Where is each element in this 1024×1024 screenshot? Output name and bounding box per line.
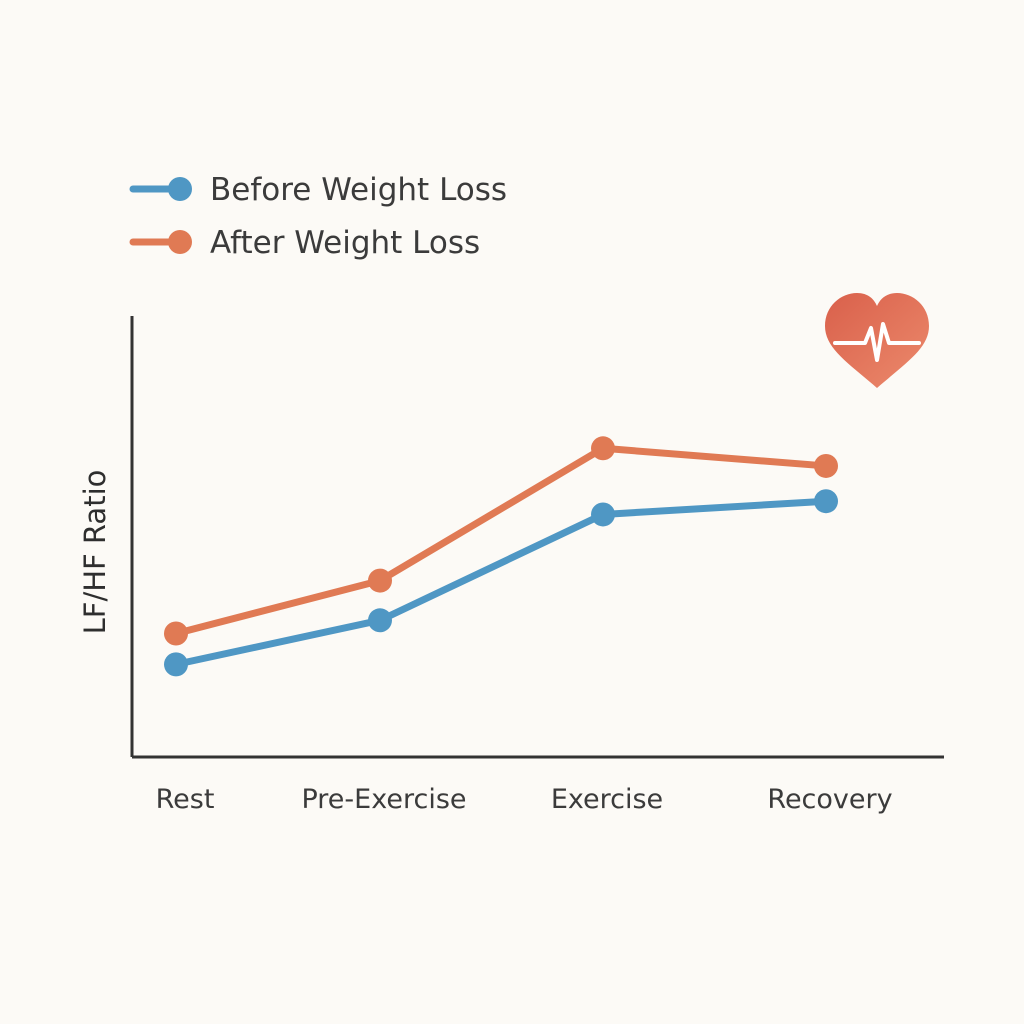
series-after-weight-loss — [164, 436, 838, 646]
legend-swatch-dot-after — [168, 230, 192, 254]
x-tick-label-exercise: Exercise — [551, 784, 663, 815]
data-point-after-weight-loss-exercise[interactable] — [591, 436, 615, 461]
legend-swatch-dot-before — [168, 177, 192, 201]
y-axis-title: LF/HF Ratio — [78, 470, 112, 635]
legend-label-after: After Weight Loss — [210, 225, 480, 261]
legend: Before Weight Loss After Weight Loss — [129, 172, 507, 261]
heart-pulse-icon — [825, 293, 929, 388]
x-tick-labels: Rest Pre-Exercise Exercise Recovery — [156, 784, 893, 815]
data-point-after-weight-loss-rest[interactable] — [164, 621, 188, 646]
data-point-before-weight-loss-recovery[interactable] — [814, 489, 838, 514]
series-line-after-weight-loss — [172, 444, 830, 638]
series-line-before-weight-loss — [172, 497, 830, 668]
legend-item-before: Before Weight Loss — [129, 172, 507, 208]
legend-label-before: Before Weight Loss — [210, 172, 507, 208]
x-tick-label-pre-exercise: Pre-Exercise — [301, 784, 466, 815]
x-tick-label-recovery: Recovery — [767, 784, 892, 815]
data-point-after-weight-loss-pre-exercise[interactable] — [368, 568, 392, 593]
data-point-before-weight-loss-rest[interactable] — [164, 652, 188, 677]
data-point-before-weight-loss-pre-exercise[interactable] — [368, 608, 392, 633]
legend-item-after: After Weight Loss — [129, 225, 480, 261]
x-tick-label-rest: Rest — [156, 784, 215, 815]
series-before-weight-loss — [164, 489, 838, 677]
data-point-after-weight-loss-recovery[interactable] — [814, 453, 838, 478]
series-layer — [164, 436, 838, 677]
data-point-before-weight-loss-exercise[interactable] — [591, 502, 615, 527]
